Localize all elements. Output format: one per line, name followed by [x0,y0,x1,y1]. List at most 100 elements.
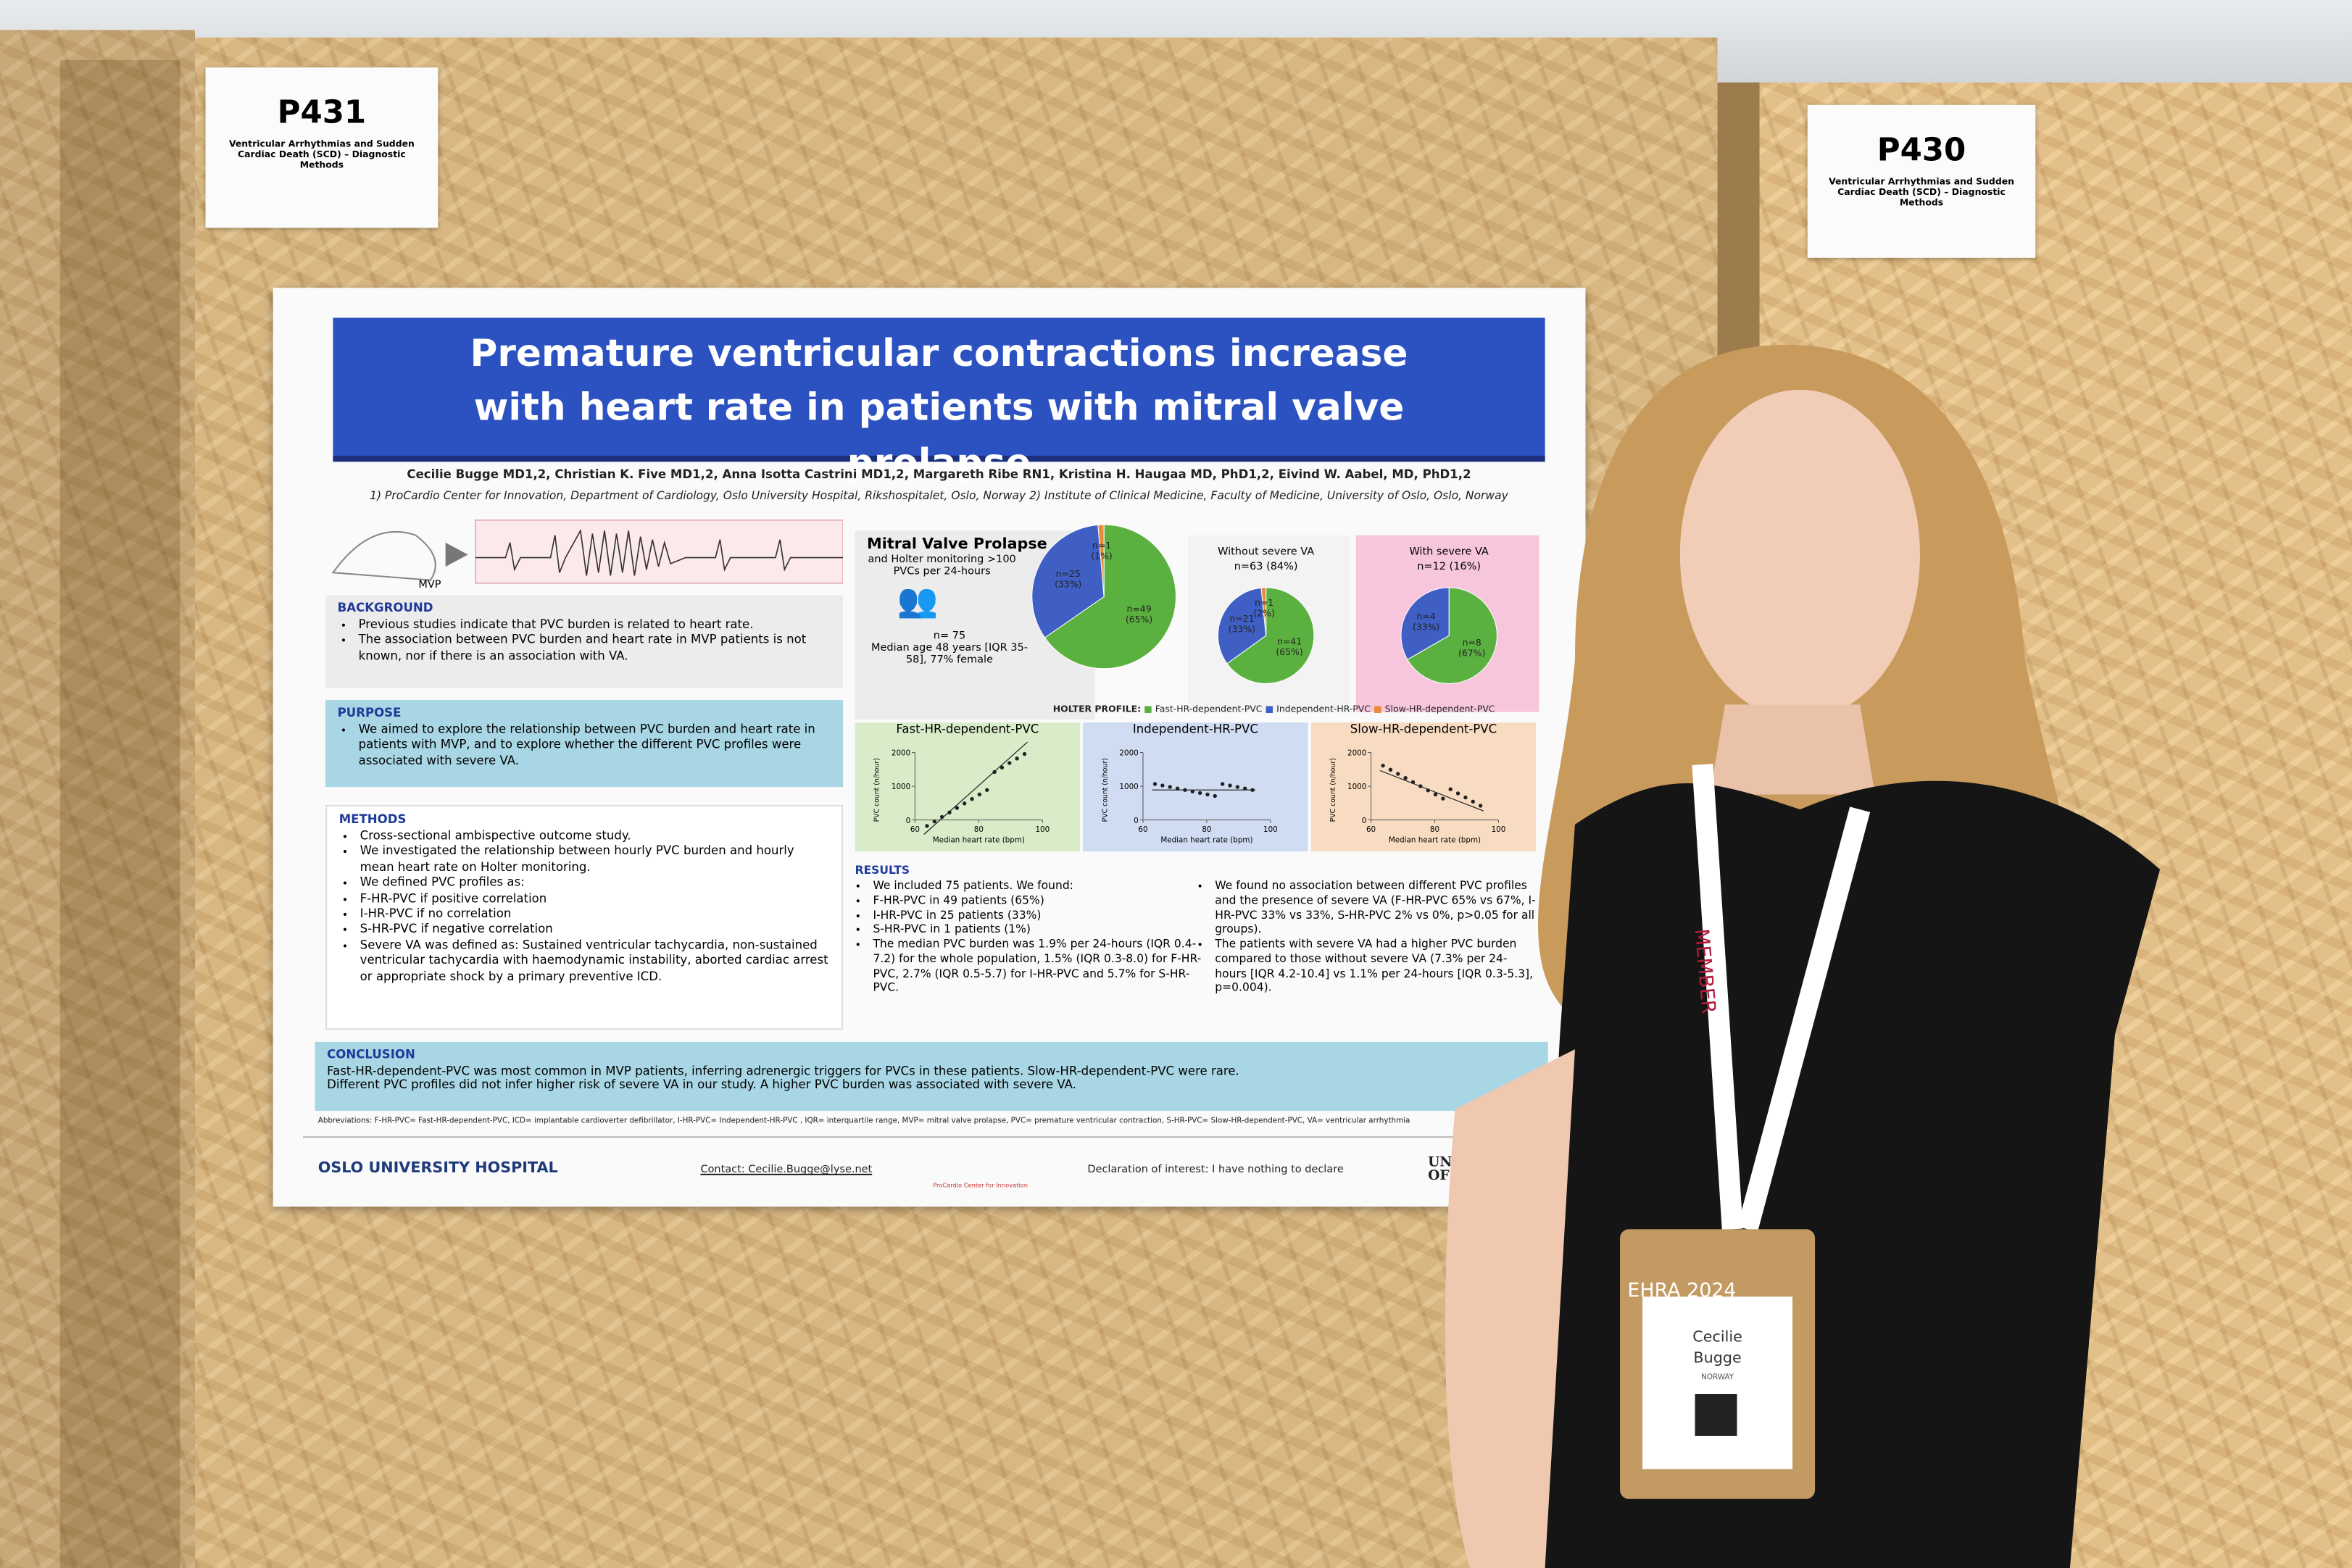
trend-line [1379,770,1484,812]
scatter-dot-decor [1381,763,1385,768]
scatter-dot-decor [1175,786,1180,791]
person: MEMBER EHRA 2024 Cecilie Bugge NORWAY EH… [1445,344,2161,1568]
scatter-dot-decor [932,820,936,824]
x-tick-label: 80 [1430,825,1439,834]
slice-percent: (1%) [1091,551,1112,562]
pie-subtitle: n=63 (84%) [1234,561,1298,572]
element: ■ [1265,704,1274,715]
qr-code [1695,1393,1737,1436]
ecg-figure: MVP [331,519,844,591]
x-tick-label: 100 [1492,825,1506,834]
scatter-dot-decor [1007,761,1012,765]
pie-slice [1217,587,1267,664]
x-tick-label: 100 [1035,825,1050,834]
y-tick-label: 2000 [1119,749,1138,758]
sign-code: P430 [1877,132,1966,168]
y-axis-label: PVC count (n/hour) [1329,758,1337,822]
scatter-dot-decor [1015,756,1019,761]
scatter-panel: Slow-HR-dependent-PVC 2000 1000 0 60 80 100 Med… [1310,722,1537,852]
scatter-dot-decor [1433,792,1438,797]
badge-first-name: Cecilie [1692,1328,1742,1346]
slice-label: n=49 [1127,604,1152,614]
section-heading: BACKGROUND [337,601,433,615]
scatter-dot-decor [1396,772,1400,776]
section-heading: CONCLUSION [327,1048,415,1062]
footer-declaration: Declaration of interest: I have nothing … [1087,1163,1344,1175]
bullet-item: I-HR-PVC if no correlation [360,907,830,922]
background-box: BACKGROUND Previous studies indicate tha… [325,595,844,688]
x-tick-label: 60 [1138,825,1147,834]
scatter-dot-decor [925,824,929,828]
pie-charts: n=49(65%)n=25(33%)n=1(1%) Without severe … [1031,524,1497,684]
legend-item: Slow-HR-dependent-PVC [1384,704,1495,715]
slice-percent: (33%) [1055,578,1081,589]
slice-percent: (65%) [1276,646,1302,657]
methods-box: METHODS Cross-sectional ambispective out… [325,804,844,1030]
board-edge [59,59,180,1568]
pie-slice [1044,524,1176,670]
y-tick-label: 1000 [892,783,910,791]
bullet-item: Previous studies indicate that PVC burde… [359,617,831,633]
y-tick-label: 1000 [1119,783,1138,791]
panel-plot: 2000 1000 060 80 100 Median heart rate (bpm) P… [1329,749,1506,845]
x-tick-label: 80 [1202,825,1211,834]
slice-label: n=1 [1255,597,1273,608]
bullet-item: Severe VA was defined as: Sustained vent… [360,938,830,985]
bullets: We included 75 patients. We found:F-HR-P… [855,878,1210,995]
panel-plot: 2000 1000 060 80 100 Median heart rate (bpm) P… [873,741,1050,845]
slice-label: n=21 [1229,613,1254,624]
arm [1445,1049,1575,1568]
slice-percent: (67%) [1458,648,1485,659]
bullet-item: F-HR-PVC in 49 patients (65%) [873,893,1210,907]
abbreviations: Abbreviations: F-HR-PVC= Fast-HR-depende… [317,1117,1410,1126]
section-heading: METHODS [338,812,407,826]
scatter-dot-decor [1478,804,1483,808]
bullets: We found no association between differen… [1197,878,1537,995]
panel-plot: 2000 1000 060 80 100 Median heart rate (bpm) P… [1101,749,1277,845]
pie-slice [1407,587,1497,684]
sign-code: P431 [277,94,367,130]
scatter-dot-decor [1455,791,1460,796]
divider [303,1136,1563,1138]
y-tick-label: 0 [1134,817,1139,825]
trend-line [923,741,1029,835]
section-heading: PURPOSE [337,706,402,720]
ecg-label: MVP [418,579,441,591]
scatter-dot-decor [1403,776,1408,780]
panel-title: Slow-HR-dependent-PVC [1350,722,1497,736]
panel-title: Fast-HR-dependent-PVC [896,722,1039,736]
x-axis-label: Median heart rate (bpm) [1160,836,1252,845]
cohort-age: Median age 48 years [IQR 35-58], 77% fem… [870,641,1029,666]
bullet-item: S-HR-PVC if negative correlation [360,922,830,938]
bullet-item: The association between PVC burden and h… [359,633,831,664]
element: ■ [1144,704,1152,715]
scatter-dot-decor [970,796,974,801]
scatter-dot-decor [1471,799,1475,804]
y-tick-label: 2000 [892,749,910,758]
panel-title: Independent-HR-PVC [1132,722,1258,736]
badge-country: NORWAY [1701,1372,1734,1381]
scatter-dot-decor [1000,765,1005,770]
scatter-dot-decor [977,792,982,797]
scatter-dot-decor [1463,795,1468,800]
badge-last-name: Bugge [1693,1349,1741,1367]
footer-procardio: ProCardio Center for Innovation [933,1181,1029,1189]
slice-percent: (65%) [1126,614,1152,625]
bullet-item: The median PVC burden was 1.9% per 24-ho… [873,937,1210,996]
scatter-dot-decor [1197,791,1202,796]
arrow [445,542,468,567]
cohort-subtitle: and Holter monitoring >100 PVCs per 24-h… [868,553,1016,577]
badge-card [1642,1296,1793,1469]
scatter-dot-decor [1160,783,1165,788]
scatter-dot-decor [1205,792,1210,797]
bullet-item: We found no association between differen… [1215,878,1537,937]
scatter-dot-decor [1213,793,1217,798]
poster: Premature ventricular contractions incre… [273,288,1586,1207]
neck [1710,704,1875,795]
y-axis-label: PVC count (n/hour) [873,758,881,822]
scatter-dot-decor [962,801,967,806]
scatter-dot-decor [955,806,960,810]
cohort-title: Mitral Valve Prolapse [867,536,1047,554]
conclusion-line: Fast-HR-dependent-PVC was most common in… [327,1064,1239,1078]
